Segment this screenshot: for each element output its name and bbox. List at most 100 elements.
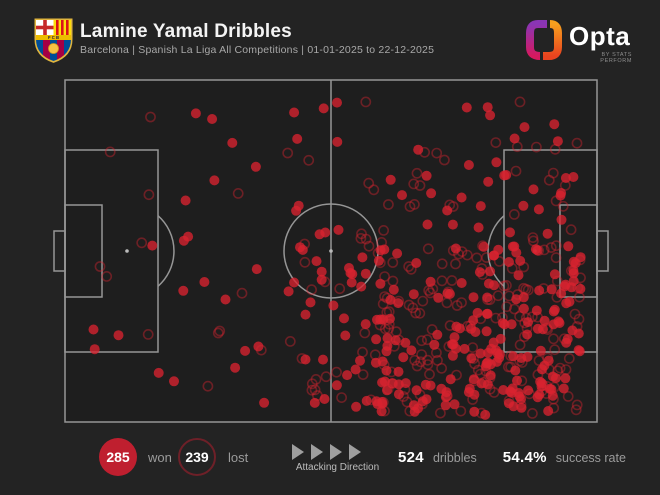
dribble-dot-lost: [414, 307, 426, 319]
dribble-dot-lost: [551, 291, 563, 303]
dribble-dot-lost: [471, 252, 483, 264]
dribble-dot-lost: [142, 328, 154, 340]
dribble-dot-lost: [571, 137, 583, 149]
dribble-dot-won: [429, 339, 440, 350]
success-rate-label: success rate: [555, 451, 626, 465]
dribble-dot-won: [400, 337, 411, 348]
dribble-dot-won: [563, 241, 574, 252]
dribble-dot-won: [207, 114, 218, 124]
dribble-dot-won: [486, 343, 497, 354]
dribble-dot-lost: [501, 301, 513, 313]
dribble-dot-lost: [446, 275, 458, 286]
dribble-dot-lost: [232, 187, 244, 199]
lost-badge: 239: [178, 438, 216, 476]
dribble-dot-lost: [477, 240, 488, 252]
dribble-dot-lost: [447, 201, 459, 212]
dribble-dot-lost: [416, 398, 428, 410]
dribble-dot-lost: [403, 299, 415, 311]
summary-stats: 524 dribbles 54.4% success rate: [398, 449, 626, 466]
dribble-dot-won: [88, 324, 99, 335]
dribble-dot-won: [542, 228, 553, 239]
dribble-dot-lost: [515, 399, 527, 411]
pitch-lines: [53, 79, 609, 423]
dribble-dot-won: [89, 344, 100, 355]
dribble-dot-won: [340, 330, 351, 341]
dribble-dot-won: [508, 401, 519, 412]
dribble-dot-won: [450, 243, 461, 254]
attacking-direction-label: Attacking Direction: [295, 462, 380, 473]
dribble-dot-lost: [379, 291, 390, 302]
dribble-dot-won: [332, 97, 342, 108]
dribble-dot-lost: [510, 165, 522, 177]
penalty-arc-right: [487, 215, 505, 287]
dribble-dot-won: [328, 300, 339, 311]
dribble-dot-won: [377, 398, 388, 409]
dribble-dot-won: [283, 286, 294, 297]
dribble-dot-lost: [548, 402, 560, 414]
dribbles-label: dribbles: [432, 451, 477, 465]
dribble-dot-lost: [376, 236, 387, 248]
dribble-dot-won: [360, 268, 371, 279]
dribble-dot-won: [382, 340, 393, 351]
dribble-dot-won: [456, 192, 467, 203]
dribble-dot-won: [442, 205, 453, 216]
dribble-dot-won: [355, 355, 365, 366]
dribble-dot-lost: [565, 224, 577, 236]
dribble-dot-won: [199, 277, 210, 287]
dribble-dot-won: [398, 352, 409, 363]
dribble-dot-won: [393, 366, 404, 377]
dribble-dot-lost: [311, 390, 323, 401]
lost-count: 239: [185, 449, 209, 465]
dribble-dot-won: [339, 313, 349, 324]
dribble-dot-lost: [514, 339, 526, 351]
dribble-dot-lost: [444, 199, 456, 211]
dribble-dot-won: [220, 294, 231, 305]
dribble-dot-won: [426, 188, 437, 199]
dribble-dot-lost: [360, 233, 372, 245]
dribble-dot-lost: [549, 344, 561, 356]
dribble-dot-won: [293, 200, 304, 211]
dribble-dot-lost: [548, 333, 559, 345]
dribble-dot-lost: [331, 366, 342, 378]
dribble-dot-lost: [303, 154, 315, 166]
dribble-dot-won: [505, 227, 515, 238]
dribble-dot-lost: [482, 294, 493, 305]
dribble-dot-won: [518, 303, 529, 314]
dribble-dot-lost: [104, 146, 116, 158]
dribble-dot-won: [549, 269, 560, 280]
dribble-dot-lost: [426, 324, 438, 335]
dribble-dot-lost: [519, 317, 531, 329]
dribble-dot-lost: [255, 344, 267, 356]
dribble-dot-lost: [421, 334, 433, 346]
dribble-dot-won: [558, 383, 569, 394]
dribble-dot-won: [534, 389, 545, 400]
dribble-dot-lost: [417, 295, 429, 307]
dribble-dot-lost: [411, 167, 423, 179]
dribble-dot-won: [509, 133, 520, 144]
dribble-dot-lost: [101, 270, 113, 282]
dribble-dot-lost: [526, 311, 538, 323]
dribble-dot-lost: [550, 252, 562, 264]
dribble-dot-lost: [357, 369, 369, 380]
dribble-dot-won: [259, 397, 270, 408]
penalty-arc-left: [157, 215, 175, 287]
dribble-dot-lost: [434, 407, 446, 419]
dribble-dot-lost: [404, 201, 416, 212]
dribble-dot-won: [227, 137, 238, 148]
dribble-dot-lost: [214, 325, 226, 337]
dribble-dot-won: [447, 339, 458, 350]
dribble-dot-lost: [547, 167, 559, 179]
arrow-right-icon: [349, 444, 361, 460]
dribble-dot-won: [425, 380, 436, 391]
dribble-dot-lost: [431, 147, 443, 159]
dribble-dot-won: [421, 170, 432, 181]
dribble-dot-won: [180, 195, 191, 206]
dribble-dot-won: [537, 364, 548, 375]
dribble-dot-won: [482, 292, 493, 303]
dribble-dot-lost: [533, 355, 545, 366]
dribble-dot-won: [547, 390, 558, 401]
dribble-dot-won: [433, 292, 444, 303]
won-label: won: [148, 450, 172, 465]
arrow-right-icon: [311, 444, 323, 460]
dribble-dot-lost: [542, 324, 553, 335]
